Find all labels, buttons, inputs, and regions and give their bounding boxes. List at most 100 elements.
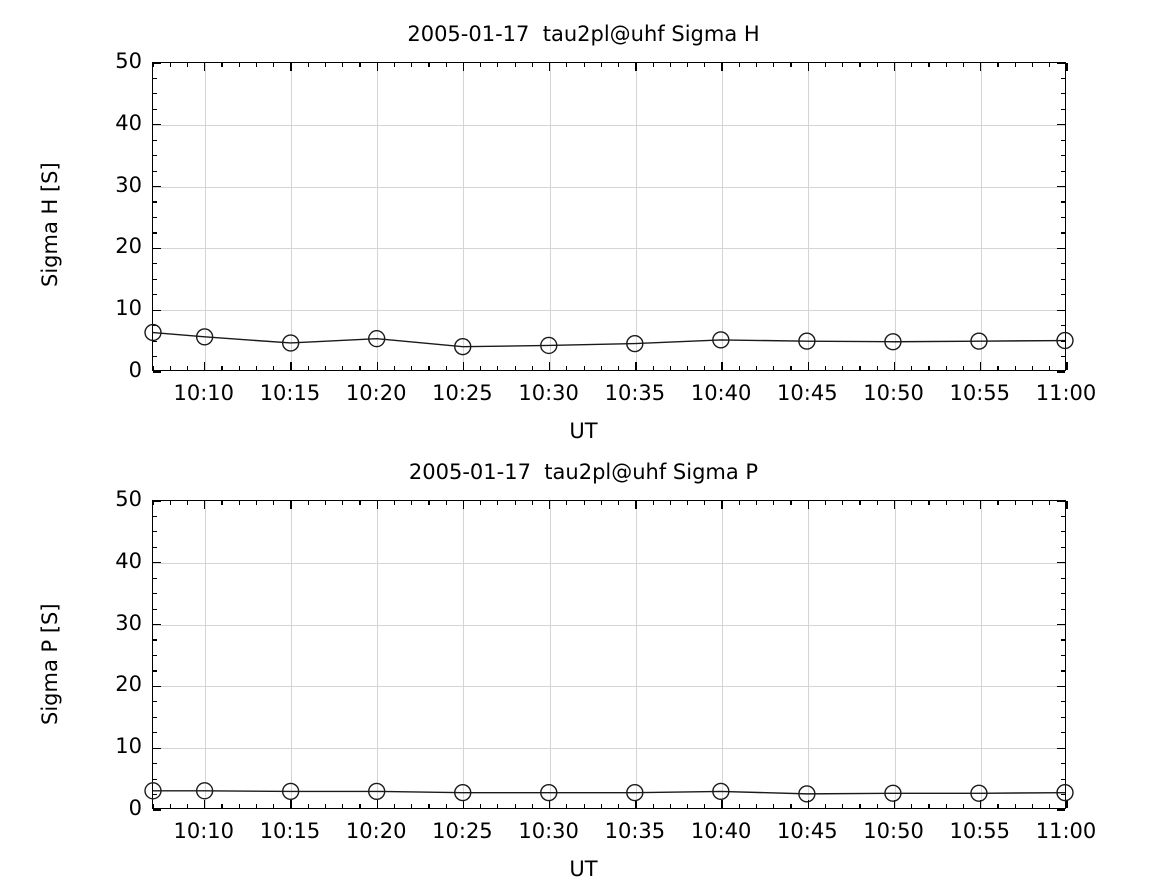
- x-axis-minor-tick: [997, 804, 999, 808]
- x-axis-minor-tick: [704, 501, 706, 505]
- data-point-marker: [281, 334, 300, 352]
- y-axis-minor-tick: [153, 77, 157, 80]
- x-axis-tick: [1066, 362, 1068, 370]
- x-axis-tick: [893, 800, 896, 808]
- x-axis-minor-tick: [566, 63, 568, 67]
- chart-title: 2005-01-17 tau2pl@uhf Sigma H: [407, 22, 760, 46]
- y-axis-tick-label: 10: [115, 734, 142, 759]
- x-axis-tick: [290, 501, 292, 509]
- x-axis-minor-tick: [307, 366, 309, 370]
- x-axis-minor-tick: [359, 366, 361, 370]
- y-axis-minor-tick: [1061, 670, 1065, 672]
- x-axis-minor-tick: [1031, 804, 1034, 808]
- x-axis-tick: [204, 800, 206, 808]
- x-axis-minor-tick: [273, 63, 275, 67]
- y-axis-minor-tick: [153, 515, 157, 518]
- x-axis-minor-tick: [480, 366, 482, 370]
- x-axis-minor-tick: [566, 366, 568, 370]
- y-axis-minor-tick: [153, 170, 157, 172]
- y-axis-tick: [1057, 562, 1065, 564]
- x-axis-minor-tick: [824, 501, 827, 505]
- x-axis-minor-tick: [186, 501, 189, 505]
- x-axis-minor-tick: [773, 63, 775, 67]
- y-axis-minor-tick: [153, 701, 157, 703]
- x-axis-minor-tick: [600, 804, 602, 808]
- y-axis-minor-tick: [1061, 593, 1065, 595]
- x-axis-tick: [376, 63, 378, 71]
- gridline-vertical: [377, 63, 379, 370]
- x-axis-minor-tick: [773, 804, 775, 808]
- x-axis-minor-tick: [859, 63, 861, 67]
- y-axis-tick: [153, 124, 161, 126]
- x-axis-tick-label: 10:30: [518, 381, 579, 405]
- x-axis-tick: [204, 63, 206, 71]
- y-axis-tick: [153, 247, 161, 250]
- x-axis-tick: [204, 362, 206, 370]
- x-axis-minor-tick: [480, 804, 482, 808]
- y-axis-minor-tick: [1061, 732, 1065, 734]
- y-axis-minor-tick: [1061, 654, 1065, 657]
- gridline-vertical: [722, 63, 724, 370]
- x-axis-minor-tick: [531, 366, 533, 370]
- gridline-vertical: [635, 63, 637, 370]
- x-axis-minor-tick: [445, 63, 447, 67]
- x-axis-minor-tick: [652, 63, 654, 67]
- x-axis-minor-tick: [238, 501, 240, 505]
- y-axis-tick: [153, 562, 161, 564]
- x-axis-minor-tick: [1031, 501, 1034, 505]
- y-axis-minor-tick: [1061, 355, 1065, 358]
- x-axis-minor-tick: [945, 804, 947, 808]
- x-axis-minor-tick: [428, 501, 430, 505]
- x-axis-minor-tick: [687, 63, 689, 67]
- x-axis-minor-tick: [514, 501, 516, 505]
- x-axis-minor-tick: [445, 366, 447, 370]
- gridline-vertical: [377, 501, 379, 808]
- y-axis-minor-tick: [153, 593, 157, 595]
- x-axis-minor-tick: [945, 366, 947, 370]
- y-axis-tick-label: 0: [128, 358, 142, 382]
- y-axis-label: Sigma H [S]: [38, 161, 62, 287]
- x-axis-minor-tick: [824, 804, 827, 808]
- y-axis-minor-tick: [1061, 763, 1065, 765]
- x-axis-minor-tick: [704, 804, 706, 808]
- y-axis-minor-tick: [1061, 263, 1065, 265]
- data-point-marker: [454, 784, 472, 802]
- x-axis-minor-tick: [1049, 366, 1051, 370]
- x-axis-minor-tick: [928, 804, 930, 808]
- y-axis-tick: [1057, 747, 1065, 749]
- gridline-horizontal: [153, 748, 1065, 750]
- x-axis-minor-tick: [514, 366, 516, 370]
- y-axis-minor-tick: [153, 670, 157, 672]
- x-axis-minor-tick: [842, 63, 844, 67]
- x-axis-tick: [807, 800, 809, 808]
- y-axis-tick-label: 0: [128, 796, 142, 820]
- y-axis-minor-tick: [1061, 325, 1065, 327]
- y-axis-tick-label: 40: [115, 548, 142, 573]
- gridline-vertical: [204, 501, 206, 808]
- y-axis-minor-tick: [153, 155, 157, 157]
- x-axis-tick-label: 10:15: [259, 819, 321, 843]
- series-line: [152, 331, 1066, 348]
- x-axis-minor-tick: [497, 63, 499, 67]
- y-axis-tick-label: 40: [115, 110, 142, 135]
- x-axis-minor-tick: [876, 63, 878, 67]
- data-point-marker: [281, 782, 300, 801]
- data-point-marker: [626, 784, 644, 802]
- x-axis-tick: [290, 800, 292, 808]
- data-point-marker: [970, 784, 988, 802]
- x-axis-tick: [462, 63, 465, 71]
- x-axis-minor-tick: [324, 804, 327, 808]
- x-axis-tick: [721, 362, 723, 370]
- x-axis-tick: [635, 362, 637, 370]
- x-axis-minor-tick: [738, 804, 740, 808]
- x-axis-minor-tick: [945, 63, 947, 67]
- y-axis-tick: [153, 685, 161, 688]
- x-axis-minor-tick: [152, 63, 154, 67]
- y-axis-tick-label: 20: [115, 672, 142, 697]
- y-axis-tick: [153, 809, 161, 811]
- y-axis-minor-tick: [153, 546, 157, 548]
- x-axis-minor-tick: [755, 501, 758, 505]
- x-axis-minor-tick: [945, 501, 947, 505]
- x-axis-minor-tick: [531, 501, 533, 505]
- plot-area: [144, 62, 1074, 373]
